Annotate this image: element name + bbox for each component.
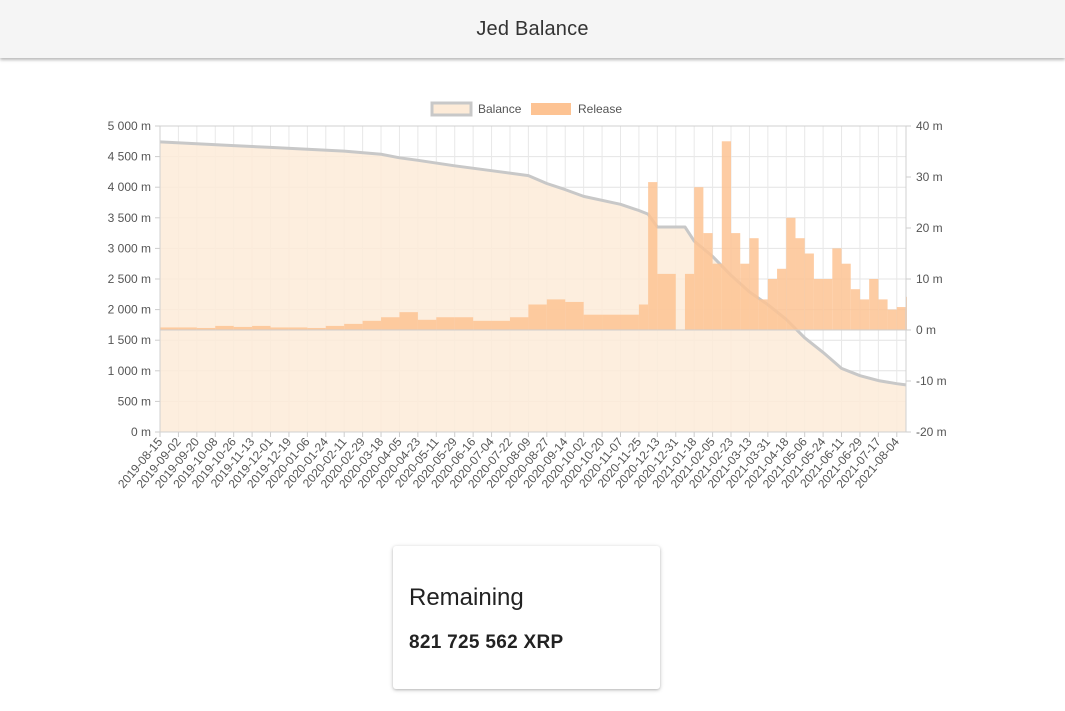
release-bar [362,320,382,330]
balance-line [159,140,907,387]
release-bar [712,263,722,330]
y-left-tick-label: 5 000 m [108,119,151,133]
release-bar [233,326,253,330]
release-bar [869,279,879,330]
release-bar [740,263,750,330]
balance-area [160,141,906,432]
remaining-title: Remaining [409,584,524,611]
plot-border [159,125,907,433]
release-bar [823,279,833,330]
release-bar [684,273,695,330]
release-bar [694,187,704,330]
release-bar [215,325,234,330]
release-bar [832,248,842,330]
release-bar [325,325,345,330]
y-left-tick-label: 500 m [118,394,151,408]
y-right-tick-label: 20 m [916,221,943,235]
y-left-tick-label: 3 500 m [108,211,151,225]
release-bar [721,141,732,330]
release-bar [546,299,566,330]
y-right-tick-label: -10 m [916,374,947,388]
release-bar [491,320,510,330]
release-bar [795,238,805,330]
release-bar [528,304,547,330]
y-right-tick-label: 40 m [916,119,943,133]
release-bar [896,307,906,330]
release-bar [850,289,860,330]
y-left-tick-label: 1 500 m [108,333,151,347]
page-title: Jed Balance [476,17,589,40]
release-bar [252,325,271,330]
release-bar [767,279,778,330]
release-bar [813,279,824,330]
release-bar [196,327,216,330]
release-bar [638,304,649,330]
release-bar [344,323,363,330]
y-right-tick-label: -20 m [916,425,947,439]
y-left-tick-label: 4 000 m [108,180,151,194]
release-bar [703,233,713,330]
release-bar [749,238,759,330]
release-bar [777,268,787,330]
release-bar [417,319,437,330]
release-bar [878,299,888,330]
header-bar: Jed Balance [0,0,1065,58]
release-bar [583,314,603,330]
legend-label-balance: Balance [478,102,522,116]
release-bar [786,217,796,330]
release-bar [602,314,621,330]
release-bar [454,317,474,330]
legend-label-release: Release [578,102,622,116]
y-left-tick-label: 2 000 m [108,303,151,317]
release-bar [887,309,897,330]
legend-swatch-balance [430,101,473,117]
release-bar [160,327,179,330]
release-bar [565,301,584,330]
release-bar [648,182,658,330]
release-bar [270,327,289,330]
y-left-tick-label: 3 000 m [108,241,151,255]
release-bar [657,273,676,330]
release-bar [473,320,492,330]
release-bar [399,312,418,330]
release-bar [178,327,197,330]
release-bar [288,327,308,330]
release-series [160,141,907,330]
y-left-tick-label: 2 500 m [108,272,151,286]
release-bar [436,317,455,330]
y-left-tick-label: 1 000 m [108,364,151,378]
y-left-tick-label: 4 500 m [108,150,151,164]
y-right-tick-label: 0 m [916,323,936,337]
chart-legend: Balance Release [430,101,622,117]
release-bar [758,299,768,330]
release-bar [841,263,851,330]
remaining-value: 821 725 562 XRP [409,632,564,653]
release-bar [509,317,529,330]
release-bar [620,314,639,330]
legend-swatch-release [531,103,571,115]
y-right-tick-label: 10 m [916,272,943,286]
release-bar [859,299,870,330]
y-left-tick-label: 0 m [131,425,151,439]
release-bar [307,327,326,330]
remaining-card: Remaining 821 725 562 XRP [393,546,660,689]
release-bar [804,253,814,330]
release-bar [381,317,400,330]
release-bar [731,233,741,330]
balance-release-chart: 0 m 500 m 1 000 m 1 500 m 2 000 m 2 500 m 3 00… [108,101,947,491]
balance-series [159,140,907,432]
y-right-tick-label: 30 m [916,170,943,184]
